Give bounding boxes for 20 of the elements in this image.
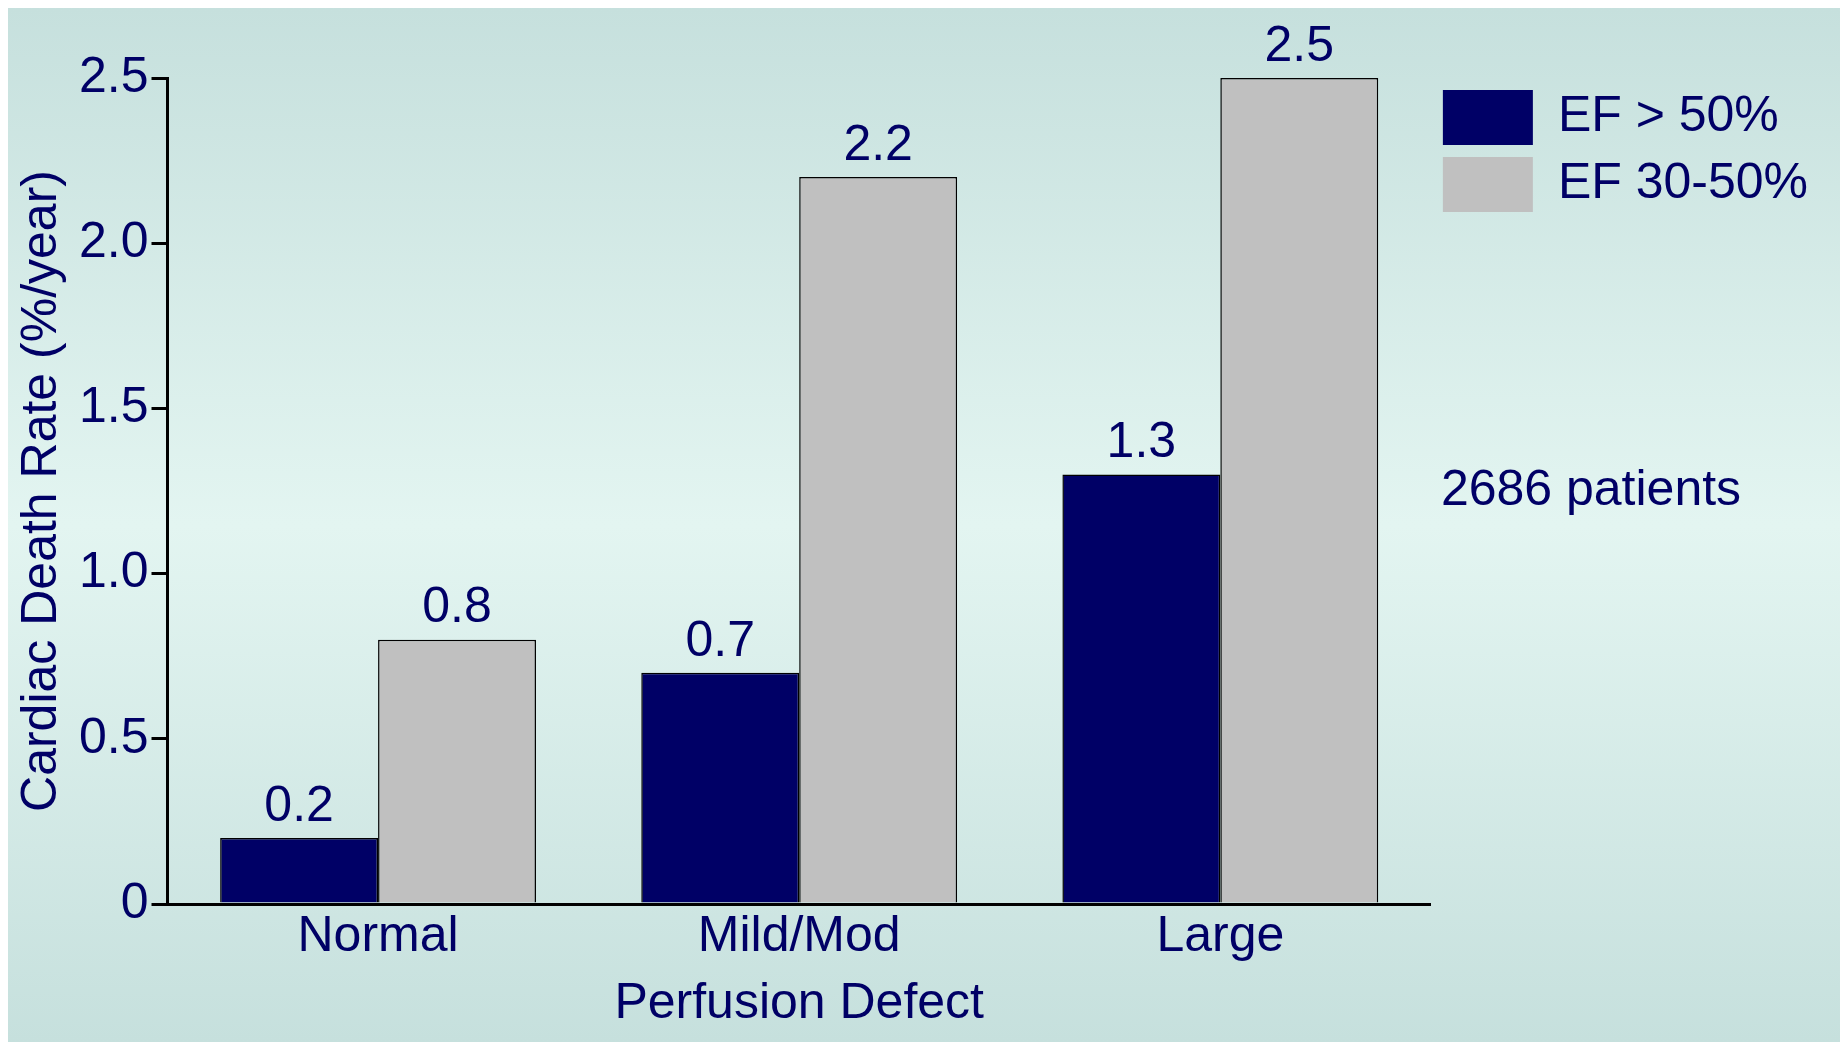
y-tick-label: 2.5 bbox=[78, 46, 149, 103]
y-tick-label: 2.0 bbox=[78, 211, 149, 268]
x-tick-label: Mild/Mod bbox=[697, 905, 901, 962]
x-axis-title: Perfusion Defect bbox=[614, 972, 985, 1029]
data-label: 2.2 bbox=[843, 114, 913, 171]
data-label: 0.8 bbox=[422, 577, 492, 634]
y-tick-label: 1.5 bbox=[78, 377, 149, 434]
x-tick-label: Normal bbox=[297, 905, 459, 962]
text: 2686 patients bbox=[1440, 459, 1742, 516]
legend-label: EF 30-50% bbox=[1557, 153, 1808, 210]
y-tick-label: 0 bbox=[120, 872, 149, 929]
legend-label: EF > 50% bbox=[1557, 86, 1779, 143]
data-label: 0.7 bbox=[685, 610, 755, 667]
data-label: 1.3 bbox=[1106, 412, 1177, 469]
data-label: 2.5 bbox=[1264, 15, 1335, 72]
y-tick-label: 1.0 bbox=[78, 542, 149, 599]
x-tick-label: Large bbox=[1156, 905, 1285, 962]
data-label: 0.2 bbox=[264, 775, 334, 832]
y-tick-label: 0.5 bbox=[78, 707, 149, 764]
y-axis-title: Cardiac Death Rate (%/year) bbox=[10, 170, 67, 812]
